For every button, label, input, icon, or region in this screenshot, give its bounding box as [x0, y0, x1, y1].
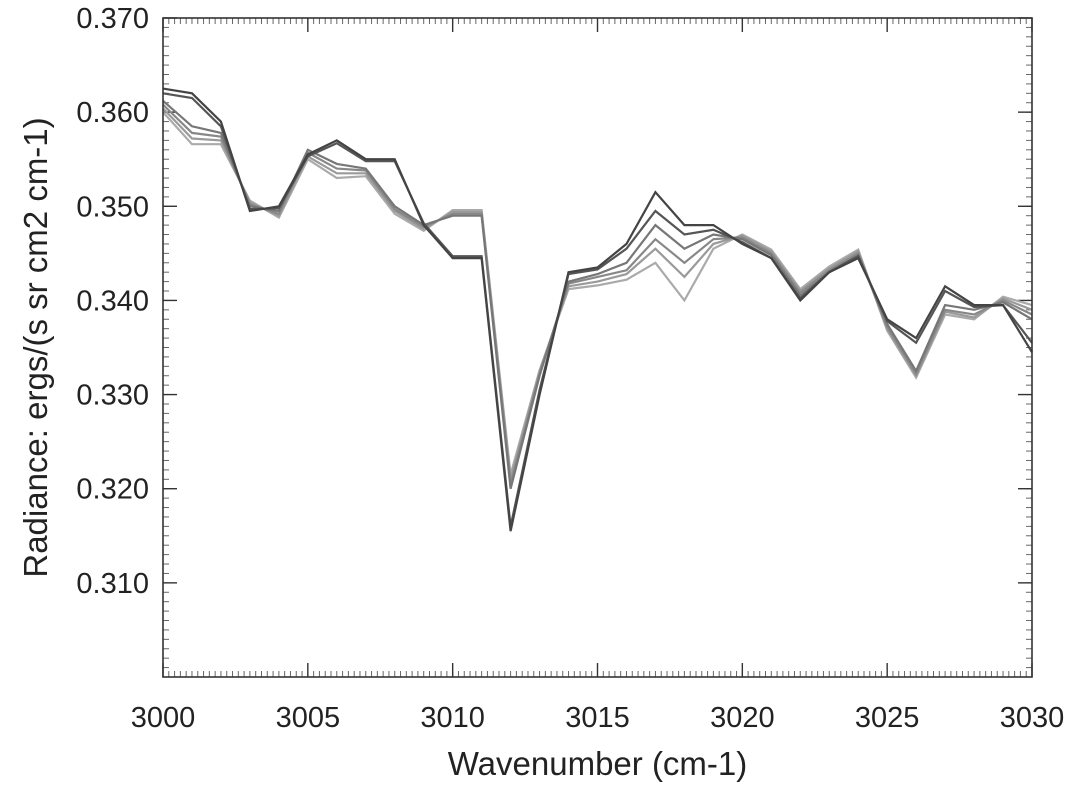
y-axis-label: Radiance: ergs/(s sr cm2 cm-1)	[17, 117, 54, 577]
series-line-6	[162, 111, 1033, 475]
x-tick-label: 3000	[131, 702, 196, 734]
x-tick-label: 3015	[565, 702, 630, 734]
series-line-1	[162, 87, 1033, 532]
x-tick-label: 3020	[710, 702, 775, 734]
y-tick-label: 0.320	[76, 474, 149, 506]
x-tick-label: 3025	[855, 702, 920, 734]
tick-marks	[162, 17, 1033, 678]
series-line-3	[162, 99, 1033, 489]
series-line-2	[162, 92, 1033, 527]
y-tick-label: 0.330	[76, 380, 149, 412]
x-tick-label: 3030	[1000, 702, 1065, 734]
x-tick-labels: 3000 3005 3010 3015 3020 3025 3030	[131, 702, 1065, 734]
y-tick-label: 0.340	[76, 285, 149, 317]
x-tick-label: 3010	[420, 702, 485, 734]
y-tick-labels: 0.310 0.320 0.330 0.340 0.350 0.360 0.370	[76, 3, 149, 600]
x-axis-label: Wavenumber (cm-1)	[448, 745, 748, 782]
y-tick-label: 0.370	[76, 3, 149, 35]
plot-frame	[162, 17, 1033, 678]
x-tick-label: 3005	[276, 702, 341, 734]
y-tick-label: 0.310	[76, 568, 149, 600]
y-tick-label: 0.360	[76, 97, 149, 129]
series-line-4	[162, 103, 1033, 485]
series-line-5	[162, 107, 1033, 480]
y-tick-label: 0.350	[76, 191, 149, 223]
series-lines	[162, 87, 1033, 532]
